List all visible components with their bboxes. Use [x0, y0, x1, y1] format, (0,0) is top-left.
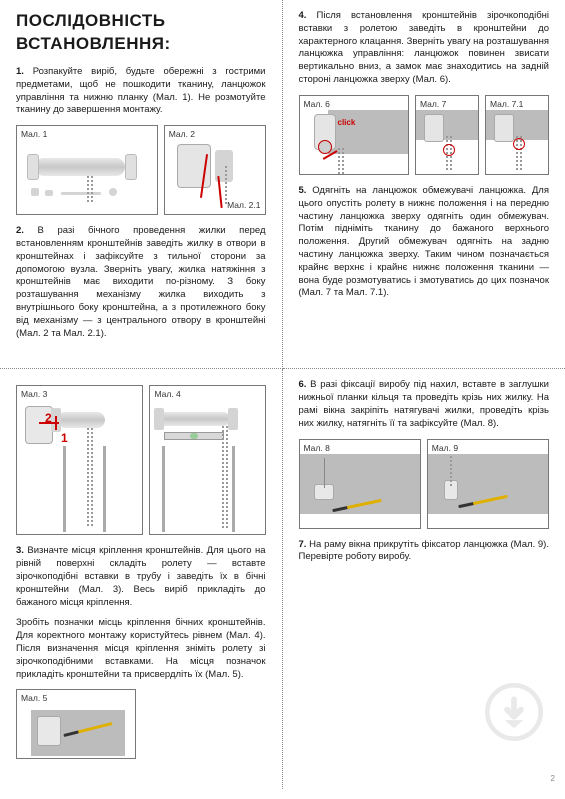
step-1-text: 1. Розпакуйте виріб, будьте обережні з г…	[16, 66, 266, 117]
figure-1-label: Мал. 1	[21, 129, 47, 140]
figure-8: Мал. 8	[299, 439, 421, 529]
figure-8-label: Мал. 8	[304, 443, 330, 454]
click-label: click	[338, 118, 356, 129]
step-4-body: Після встановлення кронштейнів зірочкопо…	[299, 10, 550, 85]
figure-4: Мал. 4	[149, 385, 265, 535]
figure-6-label: Мал. 6	[304, 99, 330, 110]
figure-5: Мал. 5	[16, 689, 136, 759]
page-title: ПОСЛІДОВНІСТЬ ВСТАНОВЛЕННЯ:	[16, 10, 266, 56]
figure-71-label: Мал. 7.1	[490, 99, 523, 110]
figure-9-label: Мал. 9	[432, 443, 458, 454]
step-4-text: 4. Після встановлення кронштейнів зірочк…	[299, 10, 550, 87]
figure-9: Мал. 9	[427, 439, 549, 529]
figure-21-label: Мал. 2.1	[227, 200, 260, 211]
step-7-body: На раму вікна прикрутіть фіксатор ланцюж…	[299, 539, 550, 563]
watermark-icon	[485, 683, 543, 741]
page-number: 2	[551, 774, 555, 785]
figure-3: Мал. 3 2 1	[16, 385, 143, 535]
figure-71: Мал. 7.1	[485, 95, 549, 175]
figure-4-label: Мал. 4	[154, 389, 180, 400]
figure-5-label: Мал. 5	[21, 693, 47, 704]
quadrant-4: 6. В разі фіксації виробу під нахил, вст…	[283, 369, 565, 789]
step-3-text-a: 3. Визначте місця кріплення кронштейнів.…	[16, 545, 266, 609]
fig-row-5: Мал. 5	[16, 689, 266, 759]
figure-1: Мал. 1	[16, 125, 158, 215]
step-1-body: Розпакуйте виріб, будьте обережні з гост…	[16, 66, 266, 115]
step-3-text-b: Зробіть позначки місць кріплення бічних …	[16, 617, 266, 681]
step-6-body: В разі фіксації виробу під нахил, вставт…	[299, 379, 550, 428]
figure-6: Мал. 6 click	[299, 95, 410, 175]
step-5-body: Одягніть на ланцюжок обмежувачі ланцюжка…	[299, 185, 550, 299]
figure-2: Мал. 2 Мал. 2.1	[164, 125, 266, 215]
figure-7: Мал. 7	[415, 95, 479, 175]
step-7-text: 7. На раму вікна прикрутіть фіксатор лан…	[299, 539, 550, 565]
step-2-body: В разі бічного проведення жилки перед вс…	[16, 225, 266, 339]
quadrant-3: Мал. 3 2 1 Мал. 4	[0, 369, 283, 789]
step-2-num: 2.	[16, 225, 24, 236]
instruction-page: ПОСЛІДОВНІСТЬ ВСТАНОВЛЕННЯ: 1. Розпакуйт…	[0, 0, 565, 799]
step-6-text: 6. В разі фіксації виробу під нахил, вст…	[299, 379, 550, 430]
fig-row-6-7: Мал. 6 click Мал. 7 Мал. 7.1	[299, 95, 550, 175]
fig-row-8-9: Мал. 8 Мал. 9	[299, 439, 550, 529]
figure-2-label: Мал. 2	[169, 129, 195, 140]
step-3-body-a: Визначте місця кріплення кронштейнів. Дл…	[16, 545, 266, 607]
fig-row-1: Мал. 1 Мал. 2 Мал. 2.1	[16, 125, 266, 215]
fig-row-3-4: Мал. 3 2 1 Мал. 4	[16, 385, 266, 535]
step-2-text: 2. В разі бічного проведення жилки перед…	[16, 225, 266, 340]
step-1-num: 1.	[16, 66, 24, 77]
step-5-text: 5. Одягніть на ланцюжок обмежувачі ланцю…	[299, 185, 550, 300]
figure-3-label: Мал. 3	[21, 389, 47, 400]
quadrant-1: ПОСЛІДОВНІСТЬ ВСТАНОВЛЕННЯ: 1. Розпакуйт…	[0, 0, 283, 369]
figure-7-label: Мал. 7	[420, 99, 446, 110]
quadrant-2: 4. Після встановлення кронштейнів зірочк…	[283, 0, 565, 369]
step-3-num: 3.	[16, 545, 24, 556]
